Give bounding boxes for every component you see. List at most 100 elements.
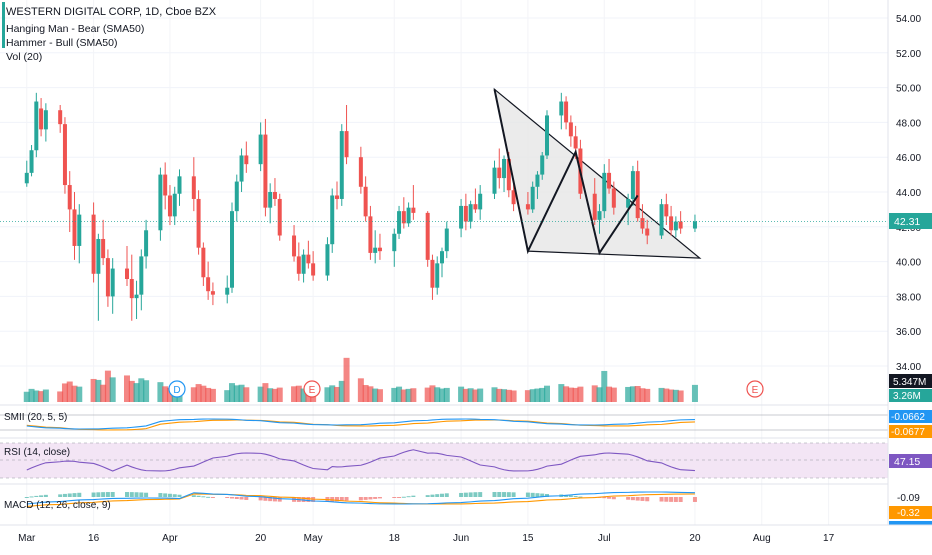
candle-body [397, 211, 402, 234]
study-hanging-man[interactable]: Hanging Man - Bear (SMA50) [6, 23, 144, 35]
volume-bar [66, 381, 73, 402]
smi-value-1: -0.0662 [891, 412, 925, 423]
macd-hist-bar [58, 494, 63, 497]
smi-label[interactable]: SMII (20, 5, 5) [4, 412, 67, 423]
macd-hist-bar [301, 497, 306, 502]
volume-bar [672, 389, 679, 402]
volume-bar [606, 386, 613, 402]
volume-avg-badge: 3.26M [889, 389, 932, 402]
volume-avg-value: 3.26M [893, 391, 921, 402]
price-tick: 36.00 [896, 327, 921, 338]
macd-hist-bar [411, 495, 416, 497]
volume-bar [329, 385, 336, 402]
study-hammer[interactable]: Hammer - Bull (SMA50) [6, 37, 117, 49]
volume-bar [376, 389, 383, 402]
macd-hist-bar [401, 496, 406, 498]
volume-bar [291, 386, 298, 402]
candle-body [669, 216, 674, 231]
candle-body [172, 193, 177, 217]
macd-signal-line [26, 493, 695, 507]
candle-body [401, 211, 406, 224]
dividend-marker[interactable]: D [168, 380, 186, 398]
price-tick: 46.00 [896, 153, 921, 164]
candle-body [611, 188, 616, 208]
macd-hist-bar [602, 497, 607, 499]
macd-hist-bar [344, 497, 349, 501]
macd-label[interactable]: MACD (12, 26, close, 9) [4, 500, 111, 511]
volume-bar [663, 388, 670, 402]
candle-body [134, 294, 139, 299]
zigzag-pattern[interactable] [493, 89, 639, 256]
rsi-label[interactable]: RSI (14, close) [4, 447, 70, 458]
candle-body [545, 115, 549, 156]
candle-body [630, 171, 635, 199]
time-axis[interactable]: Mar 16 Apr 20 May 18 Jun 15 Jul 20 Aug 17 [18, 533, 834, 544]
candle-body [325, 244, 330, 276]
macd-hist-bar [645, 497, 650, 502]
rsi-band [0, 443, 888, 478]
volume-bar [23, 391, 30, 402]
candle-body [459, 205, 464, 229]
candle-body [440, 251, 444, 264]
dividend-icon[interactable] [168, 380, 186, 398]
macd-hist-bar [196, 495, 201, 497]
candle-body [296, 256, 301, 274]
candle-body [58, 110, 63, 125]
candle-body [268, 192, 273, 208]
volume-bar [539, 387, 546, 402]
candle-body [225, 287, 230, 295]
volume-bar [596, 387, 603, 402]
candle-body [478, 193, 483, 210]
candle-body [692, 221, 697, 229]
price-tick: 34.00 [896, 362, 921, 373]
time-tick: May [304, 533, 323, 544]
triangle-pattern[interactable] [493, 87, 702, 259]
macd-hist-bar [234, 497, 239, 500]
candle-body [597, 211, 602, 220]
candle-body [311, 263, 316, 276]
symbol-title[interactable]: WESTERN DIGITAL CORP, 1D, Cboe BZX [6, 6, 217, 18]
volume-bar [634, 386, 641, 402]
macd-hist-bar [626, 497, 631, 500]
candle-body [506, 158, 511, 191]
earnings-marker[interactable]: E [303, 380, 321, 398]
candle-body [592, 193, 597, 220]
macd-hist-bar [34, 495, 39, 497]
candle-body [177, 176, 182, 194]
candle-body [678, 221, 683, 229]
candles [24, 92, 697, 321]
macd-hist-bar [67, 493, 72, 497]
macd-hist-bar [459, 492, 464, 497]
macd-hist-bar [206, 496, 211, 498]
macd-hist-bar [230, 497, 234, 499]
candle-body [163, 174, 168, 196]
macd-hist-bar [564, 494, 569, 497]
volume-bar [510, 390, 517, 402]
price-tick: 50.00 [896, 84, 921, 95]
earnings-marker-future[interactable]: E [746, 380, 764, 398]
smi-value-2: -0.0677 [891, 427, 925, 438]
candle-body [363, 186, 368, 217]
price-axis[interactable]: 54.0052.0050.0048.0046.0044.0042.0040.00… [896, 14, 921, 373]
volume-bar [629, 386, 636, 402]
earnings-icon[interactable] [303, 380, 321, 398]
rsi-line [26, 449, 695, 472]
volume-bar [109, 377, 116, 402]
candle-body [292, 235, 297, 257]
macd-hist-bar [506, 492, 511, 497]
macd-hist-bar [177, 494, 182, 497]
volume-bar [343, 357, 350, 402]
volume-bar [362, 385, 369, 402]
candle-body [335, 195, 339, 199]
volume-bar [90, 378, 97, 402]
macd-hist-bar [91, 492, 96, 497]
volume-bar [534, 388, 541, 402]
macd-value-1: -0.09 [897, 493, 920, 504]
price-tick: 48.00 [896, 118, 921, 129]
candle-body [626, 198, 631, 208]
study-volume[interactable]: Vol (20) [6, 51, 42, 63]
earnings-future-icon[interactable] [746, 380, 764, 398]
volume-bar [61, 383, 68, 402]
